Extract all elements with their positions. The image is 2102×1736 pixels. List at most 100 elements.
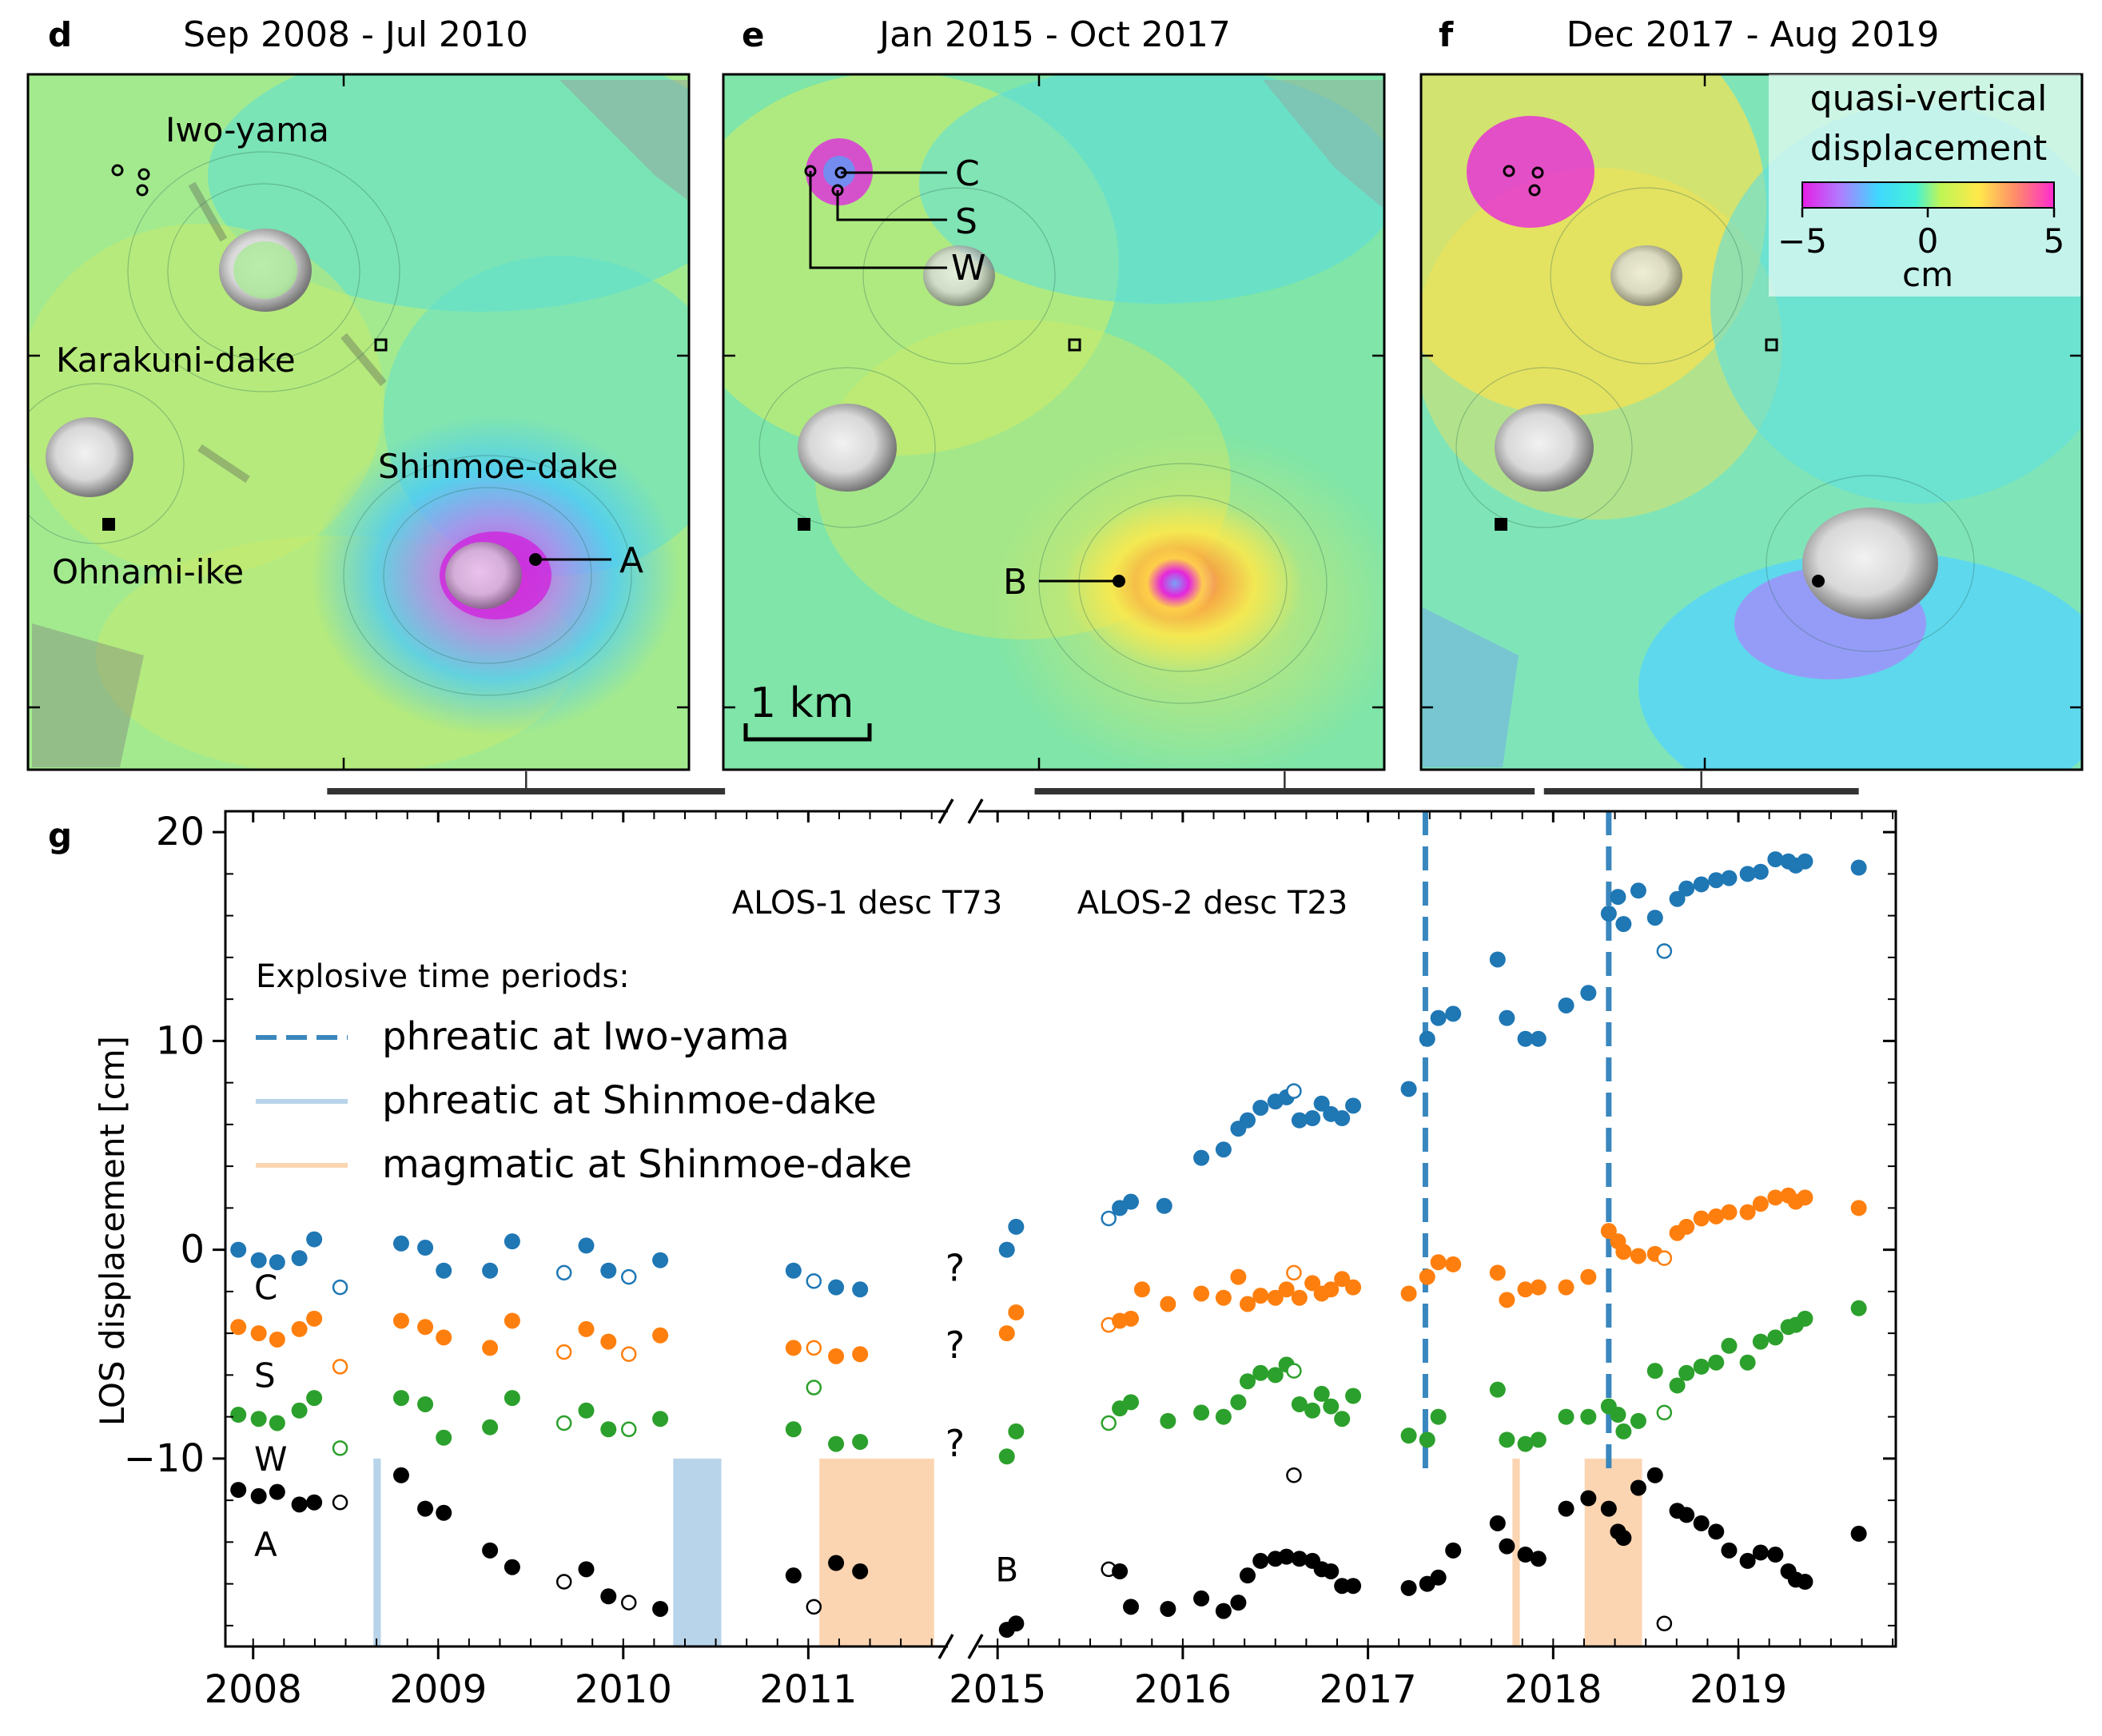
data-point xyxy=(1156,1197,1172,1214)
data-point xyxy=(1752,1196,1769,1212)
map-d-image xyxy=(28,74,689,770)
data-point xyxy=(1239,1567,1256,1584)
data-point xyxy=(1123,1394,1140,1411)
series-c-points xyxy=(230,851,1867,1298)
label-iwo-yama: Iwo-yama xyxy=(165,110,329,149)
data-point xyxy=(1646,1467,1663,1483)
axis-break-mark xyxy=(938,798,954,824)
x-tick-label: 2011 xyxy=(759,1667,857,1712)
data-point xyxy=(1693,876,1710,893)
data-point xyxy=(230,1482,247,1499)
data-point xyxy=(1646,910,1663,926)
x-tick-label: 2017 xyxy=(1320,1667,1417,1712)
data-point xyxy=(1215,1603,1232,1619)
data-point xyxy=(1008,1615,1025,1632)
data-point xyxy=(806,1273,822,1289)
data-point xyxy=(1286,1363,1302,1379)
ohnami-ike-marker xyxy=(798,518,810,531)
data-point xyxy=(652,1411,669,1427)
data-point xyxy=(250,1325,267,1342)
data-point xyxy=(332,1359,348,1375)
data-point xyxy=(1304,1110,1321,1127)
panel-letter-e: e xyxy=(742,15,765,54)
chart-axes: −10 0 10 20 2008 2009 2010 2011 2015 2016 2017 2018… xyxy=(124,810,1896,1712)
data-point xyxy=(482,1262,499,1279)
label-point-b: B xyxy=(1003,562,1027,603)
data-point xyxy=(1499,1009,1515,1026)
data-point xyxy=(1739,1552,1756,1569)
colorbar-tick-min: −5 xyxy=(1778,221,1827,261)
data-point xyxy=(1739,866,1756,882)
data-point xyxy=(828,1555,845,1571)
data-point xyxy=(1323,1563,1340,1579)
data-point xyxy=(621,1421,637,1438)
data-point xyxy=(600,1588,617,1605)
data-point xyxy=(1656,1615,1673,1632)
data-point xyxy=(1430,1254,1447,1271)
data-point xyxy=(1708,1523,1725,1540)
data-point xyxy=(1600,1500,1617,1517)
data-point xyxy=(785,1340,802,1356)
data-point xyxy=(1615,1423,1632,1439)
station-marker-open xyxy=(1068,338,1081,352)
axis-break-gap-top xyxy=(948,806,978,816)
point-csw-markers xyxy=(1503,165,1544,197)
x-tick-label: 2010 xyxy=(575,1667,672,1712)
data-point xyxy=(1291,1112,1308,1129)
data-point xyxy=(1752,1333,1769,1350)
data-point xyxy=(652,1252,669,1268)
data-point xyxy=(1580,1268,1597,1285)
data-point xyxy=(1430,1009,1447,1026)
label-point-a: A xyxy=(619,540,643,581)
data-point xyxy=(269,1415,285,1431)
data-point xyxy=(806,1380,822,1396)
colorbar-unit: cm xyxy=(1902,255,1953,294)
data-point xyxy=(1215,1408,1232,1425)
data-point xyxy=(806,1340,822,1356)
data-point xyxy=(504,1312,520,1329)
data-point xyxy=(578,1402,595,1419)
label-point-s: S xyxy=(955,201,977,242)
data-point xyxy=(1345,1279,1362,1296)
data-point xyxy=(1499,1431,1515,1448)
data-point xyxy=(1721,1204,1738,1220)
data-point xyxy=(600,1421,617,1438)
data-point xyxy=(1304,1275,1321,1292)
legend: Explosive time periods: phreatic at Iwo-… xyxy=(256,958,912,1187)
data-point xyxy=(621,1595,637,1611)
timeseries-chart: g −10 0 10 20 2008 2009 2010 2011 2015 2016 2017 20… xyxy=(48,771,1897,1712)
y-axis-label: LOS displacement [cm] xyxy=(93,1036,132,1426)
data-point xyxy=(852,1563,869,1579)
data-point xyxy=(1133,1281,1150,1298)
data-point xyxy=(1489,1381,1506,1398)
data-point xyxy=(1721,1337,1738,1354)
data-point xyxy=(1530,1030,1547,1047)
data-point xyxy=(1656,1404,1673,1421)
data-point xyxy=(1193,1149,1210,1166)
data-point xyxy=(1489,1515,1506,1531)
data-point xyxy=(306,1231,323,1248)
data-point xyxy=(1160,1412,1176,1429)
panel-letter-f: f xyxy=(1439,15,1454,54)
data-point xyxy=(828,1435,845,1452)
data-point xyxy=(1752,863,1769,880)
data-point xyxy=(417,1240,434,1256)
data-point xyxy=(578,1237,595,1254)
magmatic-shinmoe-band xyxy=(819,1458,934,1646)
data-point xyxy=(1797,853,1813,870)
map-e-ticks xyxy=(723,74,1384,770)
data-point xyxy=(1445,1256,1462,1272)
data-point xyxy=(600,1262,617,1279)
data-point xyxy=(1708,1354,1725,1371)
data-point xyxy=(1445,1005,1462,1022)
series-labels: C S W A B xyxy=(254,1268,1018,1590)
data-point xyxy=(1345,1097,1362,1114)
series-a-points xyxy=(230,1467,669,1617)
data-point xyxy=(621,1346,637,1362)
data-point xyxy=(1600,1223,1617,1240)
data-point xyxy=(578,1561,595,1578)
data-point xyxy=(392,1312,409,1329)
data-point xyxy=(555,1264,572,1281)
x-tick-label: 2016 xyxy=(1134,1667,1232,1712)
